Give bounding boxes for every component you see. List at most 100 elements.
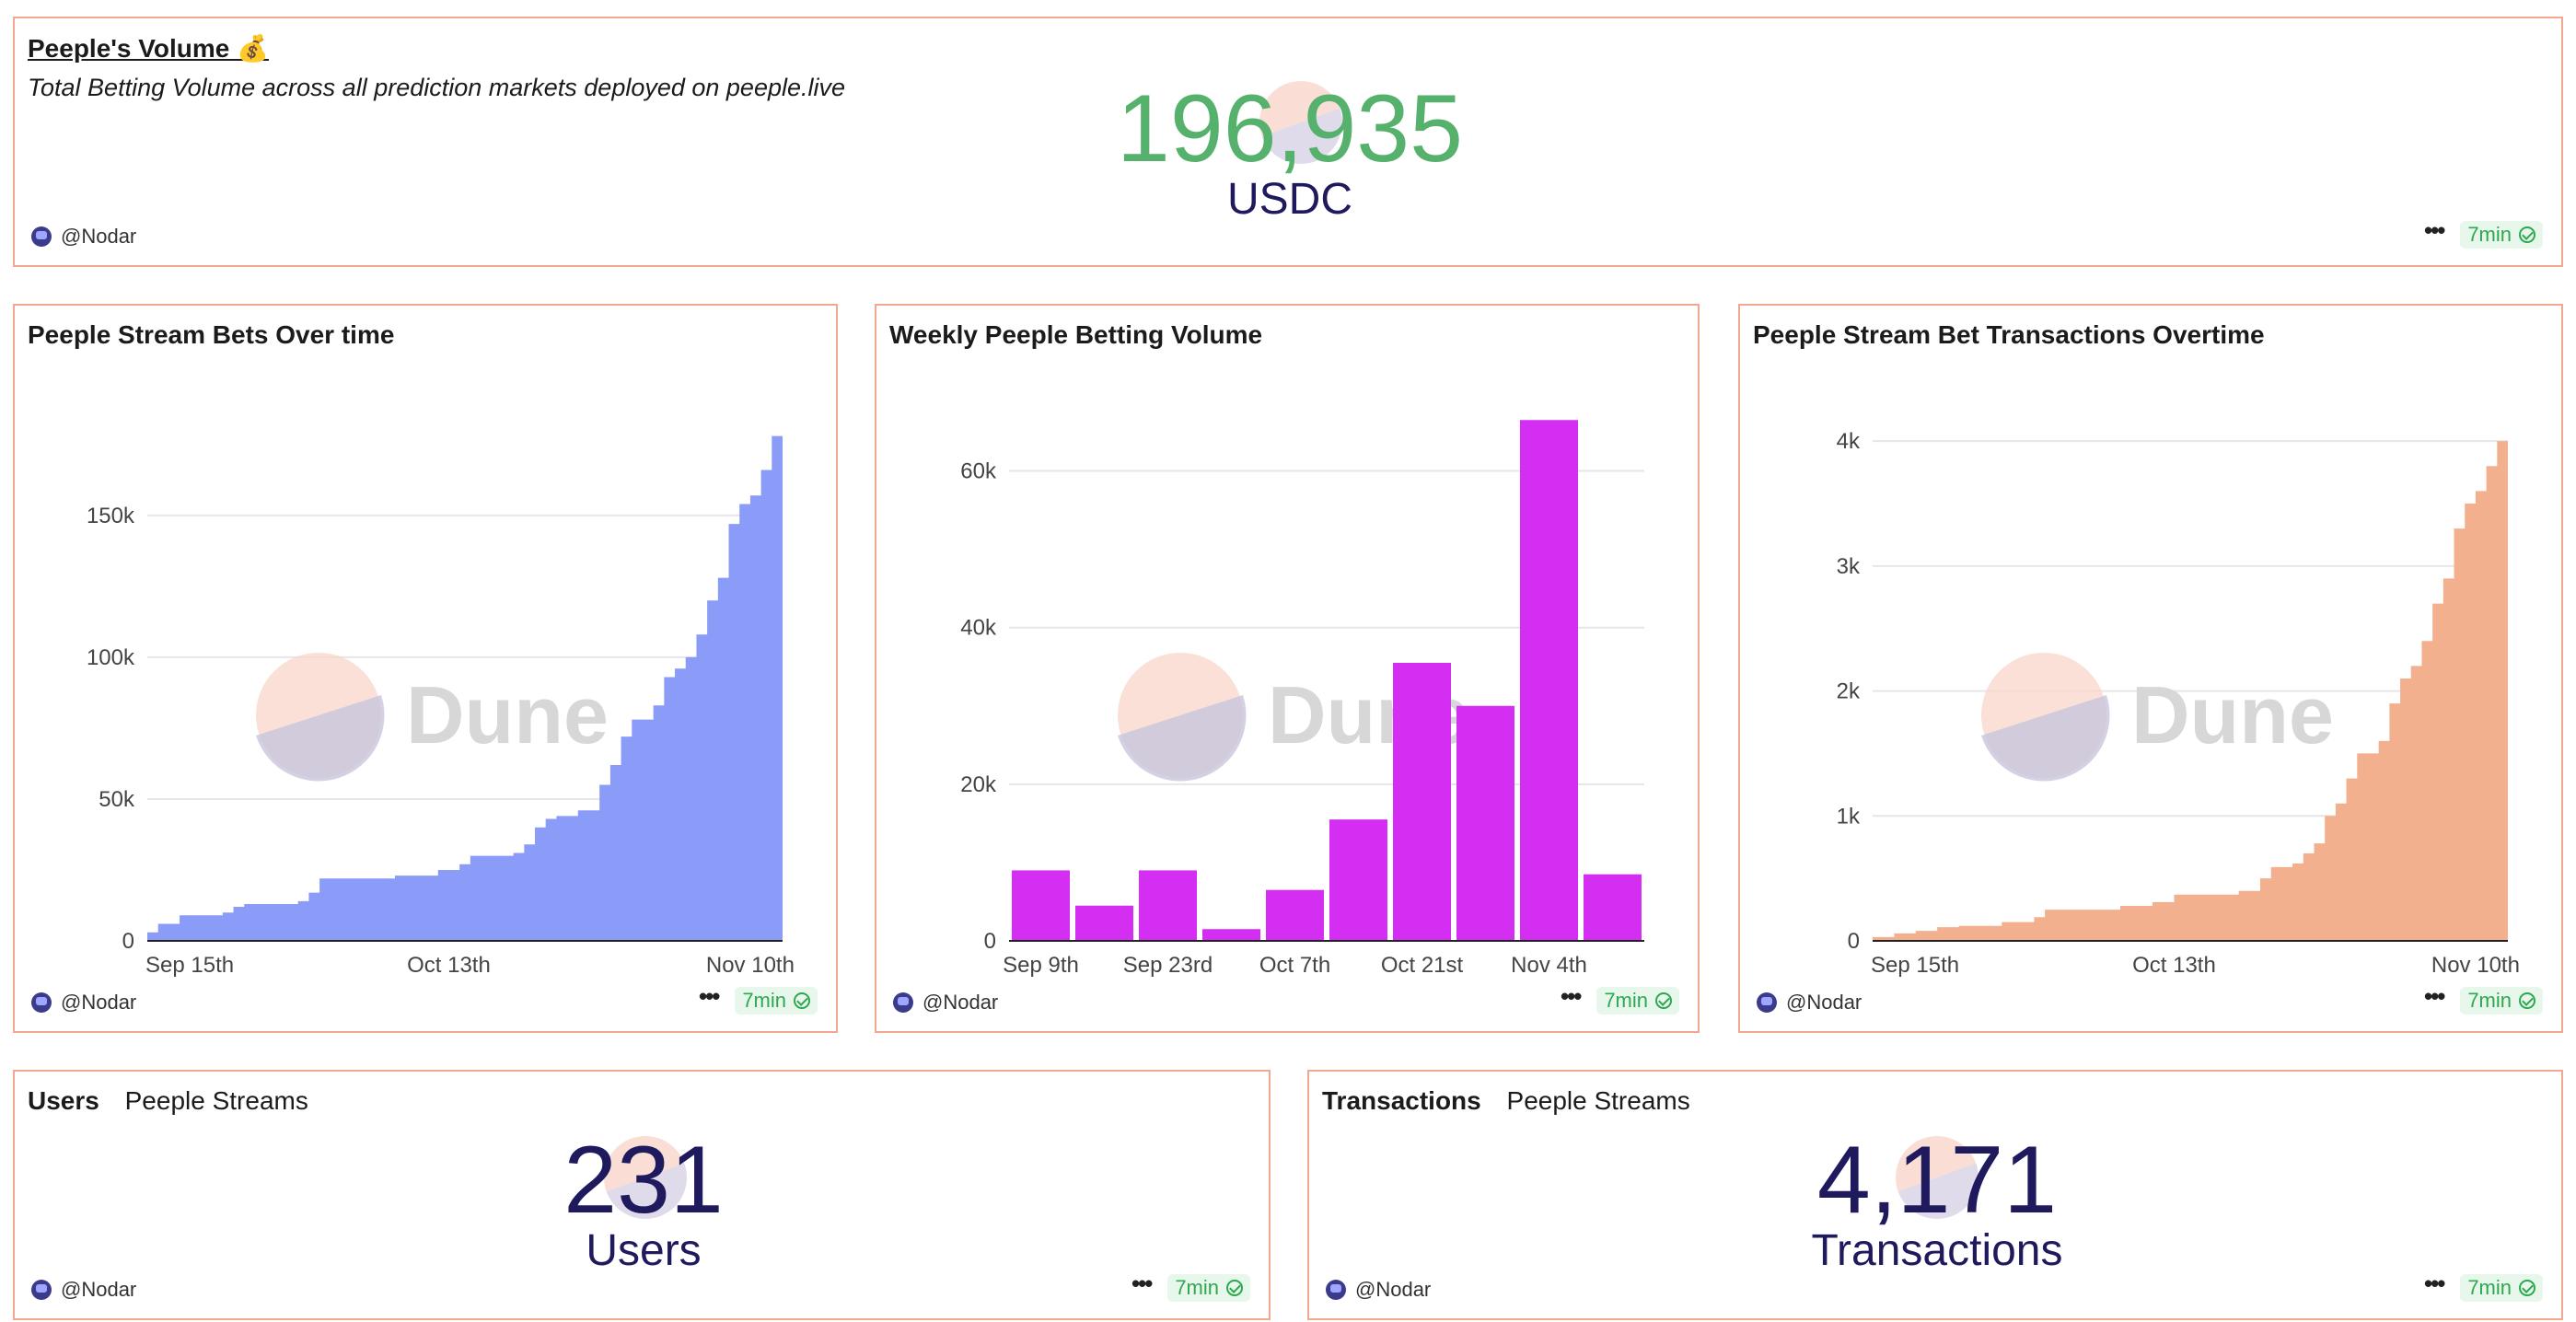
status-text: 7min [2467,1276,2512,1299]
chart-panel-transactions-over-time: Peeple Stream Bet Transactions Overtime … [1738,304,2563,1033]
x-tick-label: Sep 23rd [1123,953,1213,978]
area-series [147,416,783,941]
y-tick-label: 4k [1837,429,1861,454]
tab-users[interactable]: Users [28,1086,99,1115]
check-circle-icon [1655,992,1672,1009]
avatar [31,226,52,247]
more-dots-icon[interactable]: ••• [2424,1270,2445,1297]
bar [1584,874,1642,941]
chart-panel-weekly-volume: Weekly Peeple Betting Volume 0 20k 40k 60k D… [875,304,1700,1033]
x-tick-label: Nov 10th [2431,953,2520,978]
y-tick-label: 20k [960,772,997,797]
y-tick-label: 60k [960,459,997,484]
author-link[interactable]: @Nodar [893,991,998,1015]
bets-over-time-chart: 0 50k 100k 150k Dune Sep 15th Oct 13th Nov 10th [87,416,795,978]
x-tick-label: Oct 21st [1381,953,1464,978]
author-link[interactable]: @Nodar [1326,1278,1431,1302]
more-dots-icon[interactable]: ••• [2424,216,2445,244]
transactions-over-time-chart: 0 1k 2k 3k 4k Dune Sep 15th Oct 13th Nov 10th [1837,428,2520,978]
tab-peeple-streams[interactable]: Peeple Streams [1506,1086,1690,1115]
chart-title[interactable]: Peeple Stream Bets Over time [28,320,395,349]
check-circle-icon [2519,226,2535,243]
chart-title[interactable]: Weekly Peeple Betting Volume [889,320,1263,349]
refresh-status-badge[interactable]: 7min [2460,1274,2543,1302]
check-circle-icon [2519,992,2535,1009]
author-link[interactable]: @Nodar [31,991,136,1015]
bar [1012,870,1070,941]
author-link[interactable]: @Nodar [31,1278,136,1302]
chart-title[interactable]: Peeple Stream Bet Transactions Overtime [1753,320,2265,349]
dune-logo-shade [256,695,385,782]
transactions-panel: Transactions Peeple Streams 4,171 Transa… [1307,1070,2563,1320]
more-dots-icon[interactable]: ••• [1131,1270,1153,1297]
avatar [31,992,52,1013]
y-tick-label: 100k [87,645,135,670]
volume-unit: USDC [1226,175,1352,224]
y-tick-label: 150k [87,504,135,528]
bar [1393,662,1451,941]
status-text: 7min [1604,989,1648,1012]
bar [1139,870,1197,941]
volume-panel: Peeple's Volume 💰 Total Betting Volume a… [13,17,2563,267]
x-tick-label: Sep 15th [145,953,234,978]
users-value: 231 [563,1127,724,1234]
x-tick-label: Nov 4th [1511,953,1587,978]
author-link[interactable]: @Nodar [31,225,136,249]
more-dots-icon[interactable]: ••• [699,982,720,1010]
more-dots-icon[interactable]: ••• [1561,982,1582,1010]
status-text: 7min [742,989,786,1012]
bar [1075,905,1133,941]
area-series [1873,428,2508,941]
panel-footer-controls: ••• 7min [2424,216,2543,249]
y-tick-label: 50k [99,787,135,812]
y-tick-label: 2k [1837,679,1861,704]
chart-panel-bets-over-time: Peeple Stream Bets Over time 0 50k 100k 150… [13,304,838,1033]
tab-peeple-streams[interactable]: Peeple Streams [124,1086,308,1115]
users-panel-tabs: Users Peeple Streams [28,1086,327,1116]
author-name: @Nodar [61,1278,137,1301]
panel-footer-controls: ••• 7min [2424,982,2543,1015]
dune-watermark-text: Dune [2131,669,2334,760]
x-tick-label: Nov 10th [706,953,795,978]
author-name: @Nodar [61,991,137,1014]
refresh-status-badge[interactable]: 7min [735,987,818,1015]
dune-logo-shade [1981,695,2110,782]
refresh-status-badge[interactable]: 7min [2460,221,2543,249]
volume-panel-title[interactable]: Peeple's Volume 💰 [28,34,269,63]
bar [1520,420,1578,941]
bar [1329,819,1387,941]
y-tick-label: 1k [1837,804,1861,829]
volume-value: 196,935 [1117,75,1463,182]
transactions-value: 4,171 [1816,1127,2058,1234]
x-tick-label: Oct 13th [407,953,491,978]
tab-transactions[interactable]: Transactions [1322,1086,1481,1115]
dune-logo-shade [1118,695,1247,782]
x-tick-label: Oct 13th [2132,953,2216,978]
volume-counter: 196,935 USDC [1014,81,1566,223]
dune-logo-icon [604,1136,687,1219]
check-circle-icon [1226,1280,1243,1296]
refresh-status-badge[interactable]: 7min [1167,1274,1250,1302]
panel-footer-controls: ••• 7min [699,982,818,1015]
author-link[interactable]: @Nodar [1757,991,1862,1015]
refresh-status-badge[interactable]: 7min [2460,987,2543,1015]
y-tick-label: 0 [122,929,134,954]
transactions-unit: Transactions [1811,1226,2063,1275]
bar [1202,929,1260,941]
volume-panel-subtitle: Total Betting Volume across all predicti… [28,74,846,101]
author-name: @Nodar [1355,1278,1432,1301]
author-name: @Nodar [61,225,137,248]
dune-watermark-text: Dune [406,669,609,760]
transactions-panel-tabs: Transactions Peeple Streams [1322,1086,1709,1116]
refresh-status-badge[interactable]: 7min [1596,987,1679,1015]
x-tick-label: Oct 7th [1259,953,1330,978]
transactions-counter: 4,171 Transactions [1661,1132,2213,1274]
check-circle-icon [2519,1280,2535,1296]
status-text: 7min [2467,223,2512,246]
y-tick-label: 40k [960,616,997,641]
dune-logo-icon [1259,81,1342,164]
more-dots-icon[interactable]: ••• [2424,982,2445,1010]
check-circle-icon [794,992,810,1009]
avatar [1757,992,1777,1013]
